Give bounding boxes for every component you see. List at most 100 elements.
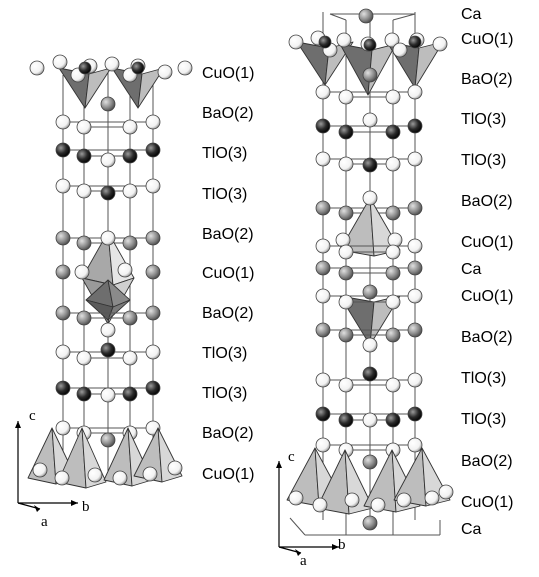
a-axis-arrowhead [295,549,301,556]
right-axis-c-label: c [288,449,295,465]
oxygen-atom [55,178,71,194]
left-unit-cell [27,54,193,489]
oxygen-atom [336,32,352,48]
thallium-atom [385,124,401,140]
barium-atom [315,200,331,216]
barium-atom [315,322,331,338]
thallium-atom [100,185,116,201]
oxygen-atom [122,183,138,199]
thallium-atom [315,118,331,134]
oxygen-atom [288,34,304,50]
barium-atom [362,284,378,300]
left-layer-label: BaO(2) [202,105,254,122]
left-layer-label: BaO(2) [202,226,254,243]
thallium-atom [55,142,71,158]
cell-edge [392,13,416,21]
oxygen-atom [338,89,354,105]
oxygen-atom [100,387,116,403]
left-axis-a-label: a [41,514,48,530]
barium-atom [407,200,423,216]
oxygen-atom [315,288,331,304]
oxygen-atom [370,497,386,513]
oxygen-atom [87,467,103,483]
oxygen-atom [344,492,360,508]
barium-atom [55,230,71,246]
oxygen-atom [74,264,90,280]
thallium-atom [315,406,331,422]
oxygen-atom [100,230,116,246]
oxygen-atom [112,470,128,486]
cuo-pyramid-face [84,67,112,109]
oxygen-atom [104,56,120,72]
oxygen-atom [157,64,173,80]
barium-atom [122,235,138,251]
barium-atom [358,8,374,24]
oxygen-atom [55,114,71,130]
thallium-atom [78,61,92,75]
thallium-atom [76,148,92,164]
left-layer-label: CuO(1) [202,466,255,483]
oxygen-atom [54,470,70,486]
oxygen-atom [76,350,92,366]
oxygen-atom [76,183,92,199]
oxygen-atom [32,462,48,478]
right-layer-label: Ca [461,261,482,278]
right-layer-label: Ca [461,521,482,538]
thallium-atom [362,157,378,173]
oxygen-atom [315,151,331,167]
oxygen-atom [407,288,423,304]
left-layer-label: CuO(1) [202,265,255,282]
barium-atom [338,205,354,221]
thallium-atom [76,386,92,402]
oxygen-atom [315,437,331,453]
right-axis-b-label: b [338,537,346,553]
oxygen-atom [100,322,116,338]
right-layer-label: CuO(1) [461,234,514,251]
barium-atom [385,265,401,281]
barium-atom [385,205,401,221]
barium-atom [145,264,161,280]
barium-atom [407,260,423,276]
oxygen-atom [338,156,354,172]
thallium-atom [385,412,401,428]
c-axis-arrowhead [276,461,282,468]
oxygen-atom [145,344,161,360]
oxygen-atom [407,437,423,453]
barium-atom [362,515,378,531]
thallium-atom [338,124,354,140]
oxygen-atom [385,377,401,393]
barium-atom [338,265,354,281]
thallium-atom [338,412,354,428]
right-unit-cell [286,8,454,536]
oxygen-atom [315,372,331,388]
oxygen-atom [385,294,401,310]
oxygen-atom [338,244,354,260]
oxygen-atom [315,84,331,100]
barium-atom [362,454,378,470]
right-layer-label: BaO(2) [461,193,513,210]
oxygen-atom [100,152,116,168]
right-layer-label: CuO(1) [461,31,514,48]
oxygen-atom [384,32,400,48]
thallium-atom [55,380,71,396]
right-layer-label: TlO(3) [461,152,507,169]
left-layer-label: TlO(3) [202,385,248,402]
barium-atom [55,264,71,280]
left-axis-c-label: c [29,408,36,424]
barium-atom [55,305,71,321]
right-layer-label: BaO(2) [461,329,513,346]
barium-atom [76,310,92,326]
left-layer-label: BaO(2) [202,305,254,322]
left-layer-label: TlO(3) [202,145,248,162]
b-axis-arrowhead [332,544,339,550]
cuo-pyramid-face [137,67,165,109]
oxygen-atom [167,460,183,476]
oxygen-atom [312,497,328,513]
right-layer-label: BaO(2) [461,453,513,470]
oxygen-atom [145,114,161,130]
left-layer-label: TlO(3) [202,345,248,362]
oxygen-atom [407,372,423,388]
thallium-atom [318,35,332,49]
right-layer-label: TlO(3) [461,411,507,428]
